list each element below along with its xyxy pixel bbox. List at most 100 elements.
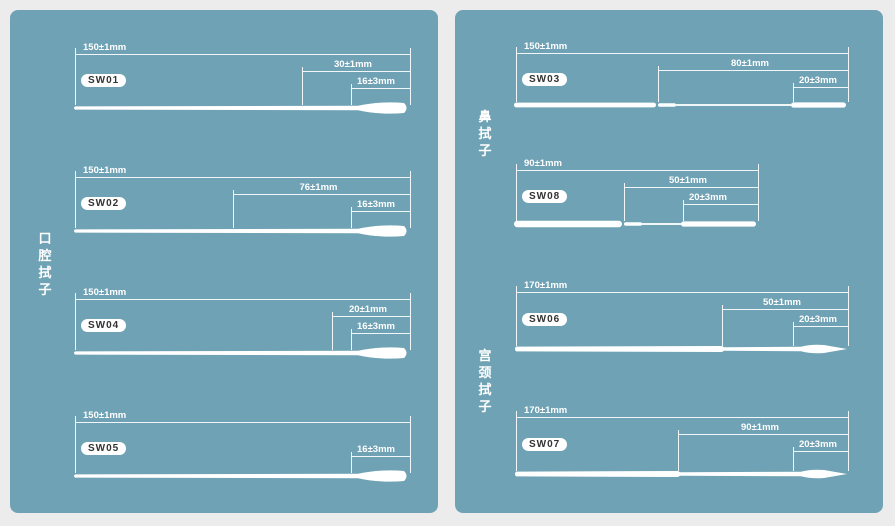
sw07-swab-drawing xyxy=(515,469,847,479)
sw08-segment-tick xyxy=(624,183,625,221)
sw03-swab-tip xyxy=(791,102,846,108)
sw03-segment-length: 80±1mm xyxy=(731,58,769,69)
sw02-segment-tick xyxy=(233,190,234,228)
sw04-tip-dim-line xyxy=(351,333,410,334)
sw07-segment-tick xyxy=(678,430,679,471)
sw08-tip-tick xyxy=(683,200,684,221)
sw04-swab-shaft xyxy=(74,347,407,359)
cervical-swab-group-label: 宫颈拭子 xyxy=(478,348,492,414)
sw06-left-tick xyxy=(516,286,517,346)
sw03-swab-joint xyxy=(658,103,676,107)
sw04-total-length: 150±1mm xyxy=(83,287,127,298)
sw05-tip-tick xyxy=(351,452,352,473)
sw04-tip-length: 16±3mm xyxy=(357,321,395,332)
sw06-tip-dim-line xyxy=(793,326,848,327)
sw03-total-dim-line xyxy=(516,53,848,54)
sw01-tip-length: 16±3mm xyxy=(357,76,395,87)
sw08-total-dim-line xyxy=(516,170,758,171)
sw08-tip-length: 20±3mm xyxy=(689,192,727,203)
sw01-left-tick xyxy=(75,48,76,105)
sw05-tip-dim-line xyxy=(351,456,410,457)
sw08-model-badge: SW08 xyxy=(522,190,568,203)
sw08-segment-length: 50±1mm xyxy=(669,175,707,186)
sw01-right-tick xyxy=(410,48,411,105)
sw04-total-dim-line xyxy=(75,299,410,300)
sw01-swab-drawing xyxy=(74,102,407,114)
sw03-swab-drawing xyxy=(514,102,846,108)
sw06-total-length: 170±1mm xyxy=(524,280,568,291)
sw06-swab-shaft xyxy=(515,344,847,354)
sw04-model-badge: SW04 xyxy=(81,319,127,332)
sw06-swab-drawing xyxy=(515,344,847,354)
sw02-tip-dim-line xyxy=(351,211,410,212)
sw08-swab-stem xyxy=(642,223,681,225)
sw05-tip-length: 16±3mm xyxy=(357,444,395,455)
sw06-segment-length: 50±1mm xyxy=(763,297,801,308)
sw07-tip-tick xyxy=(793,447,794,471)
sw02-total-dim-line xyxy=(75,177,410,178)
sw02-swab-drawing xyxy=(74,225,407,237)
sw04-segment-tick xyxy=(332,312,333,350)
nasal-swab-group-label: 鼻拭子 xyxy=(478,109,492,158)
sw05-swab-shaft xyxy=(74,470,407,482)
sw02-model-badge: SW02 xyxy=(81,197,127,210)
sw01-model-badge: SW01 xyxy=(81,74,127,87)
sw03-tip-length: 20±3mm xyxy=(799,75,837,86)
sw05-left-tick xyxy=(75,416,76,473)
sw01-tip-tick xyxy=(351,84,352,105)
sw04-tip-tick xyxy=(351,329,352,350)
sw01-swab-shaft xyxy=(74,102,407,114)
sw02-left-tick xyxy=(75,171,76,228)
sw07-total-length: 170±1mm xyxy=(524,405,568,416)
sw02-tip-length: 16±3mm xyxy=(357,199,395,210)
sw07-segment-length: 90±1mm xyxy=(741,422,779,433)
sw04-swab-drawing xyxy=(74,347,407,359)
sw08-swab-drawing xyxy=(514,220,756,228)
sw04-segment-dim-line xyxy=(332,316,410,317)
sw08-swab-handle xyxy=(514,220,622,228)
sw05-total-length: 150±1mm xyxy=(83,410,127,421)
sw01-segment-dim-line xyxy=(302,71,410,72)
sw08-swab-tip xyxy=(681,221,756,227)
sw06-model-badge: SW06 xyxy=(522,313,568,326)
sw05-total-dim-line xyxy=(75,422,410,423)
sw01-segment-length: 30±1mm xyxy=(334,59,372,70)
sw05-right-tick xyxy=(410,416,411,473)
sw07-right-tick xyxy=(848,411,849,471)
sw04-segment-length: 20±1mm xyxy=(349,304,387,315)
sw05-model-badge: SW05 xyxy=(81,442,127,455)
sw08-segment-dim-line xyxy=(624,187,758,188)
sw03-swab-stem xyxy=(676,104,791,106)
sw02-total-length: 150±1mm xyxy=(83,165,127,176)
sw03-model-badge: SW03 xyxy=(522,73,568,86)
sw02-segment-dim-line xyxy=(233,194,410,195)
sw04-right-tick xyxy=(410,293,411,350)
sw07-tip-dim-line xyxy=(793,451,848,452)
sw08-total-length: 90±1mm xyxy=(524,158,562,169)
sw07-left-tick xyxy=(516,411,517,471)
sw07-tip-length: 20±3mm xyxy=(799,439,837,450)
sw02-tip-tick xyxy=(351,207,352,228)
sw01-tip-dim-line xyxy=(351,88,410,89)
sw03-total-length: 150±1mm xyxy=(524,41,568,52)
sw07-swab-shaft xyxy=(515,469,847,479)
sw01-total-dim-line xyxy=(75,54,410,55)
sw03-tip-tick xyxy=(793,83,794,102)
sw08-tip-dim-line xyxy=(683,204,758,205)
sw06-right-tick xyxy=(848,286,849,346)
sw08-right-tick xyxy=(758,164,759,221)
sw01-total-length: 150±1mm xyxy=(83,42,127,53)
sw06-segment-tick xyxy=(722,305,723,346)
sw03-segment-dim-line xyxy=(658,70,848,71)
sw03-swab-handle xyxy=(514,102,656,108)
sw08-swab-joint xyxy=(624,222,642,226)
oral-swab-group-label: 口腔拭子 xyxy=(38,231,52,297)
sw08-left-tick xyxy=(516,164,517,221)
sw07-model-badge: SW07 xyxy=(522,438,568,451)
nasal-cervical-swab-panel xyxy=(455,10,883,513)
sw03-segment-tick xyxy=(658,66,659,102)
sw06-total-dim-line xyxy=(516,292,848,293)
sw07-total-dim-line xyxy=(516,417,848,418)
sw06-tip-tick xyxy=(793,322,794,346)
sw05-swab-drawing xyxy=(74,470,407,482)
